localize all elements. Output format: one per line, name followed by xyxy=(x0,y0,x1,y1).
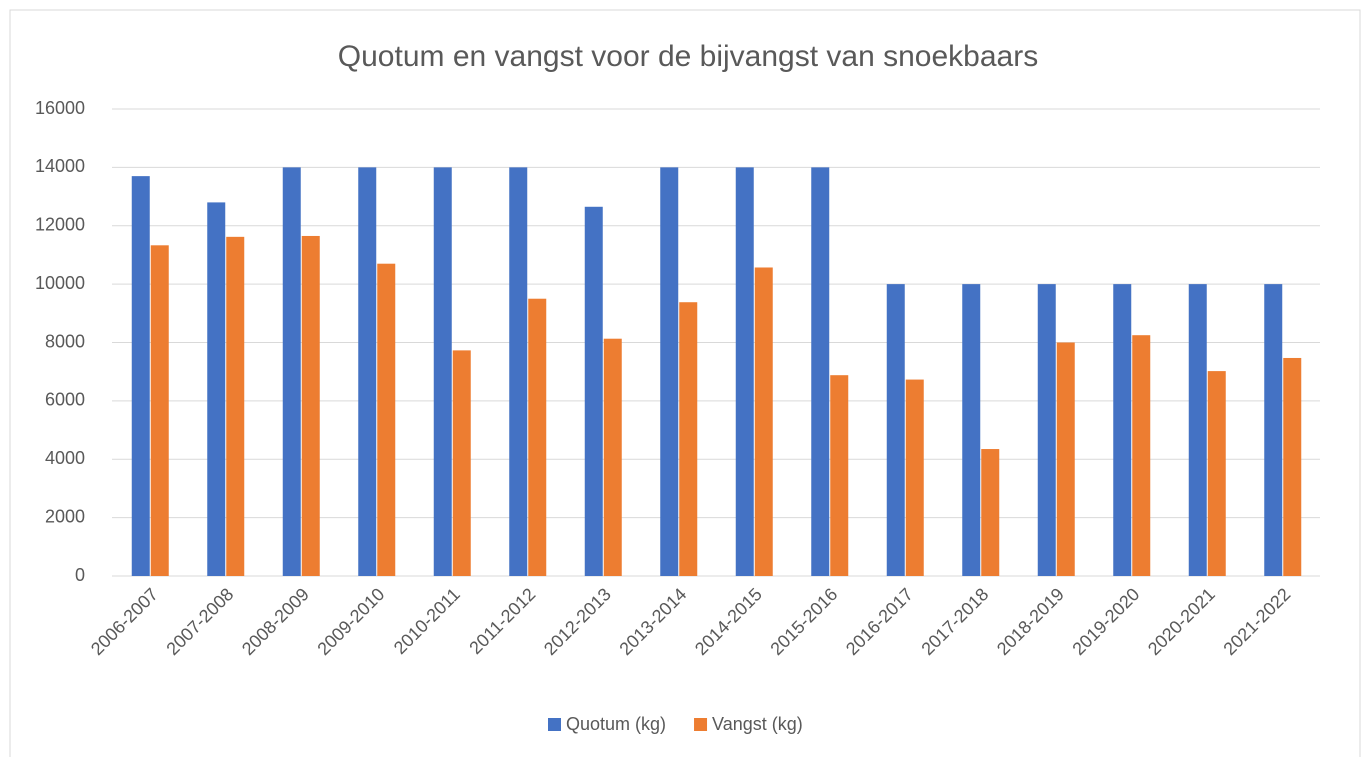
bar xyxy=(226,236,245,576)
bar xyxy=(905,379,924,576)
bar xyxy=(603,338,622,576)
bar xyxy=(150,245,169,577)
bar xyxy=(1132,335,1151,576)
bar xyxy=(528,298,547,576)
bar xyxy=(735,167,754,576)
bar xyxy=(207,202,226,576)
y-tick-label: 0 xyxy=(75,565,85,585)
bar xyxy=(1056,342,1075,576)
bar xyxy=(1188,284,1207,576)
bar xyxy=(131,176,150,576)
bar xyxy=(452,350,471,576)
bar xyxy=(584,206,603,576)
y-tick-label: 10000 xyxy=(35,273,85,293)
bar xyxy=(1113,284,1132,576)
bar xyxy=(981,449,1000,576)
y-tick-label: 16000 xyxy=(35,98,85,118)
y-tick-label: 4000 xyxy=(45,448,85,468)
chart-title: Quotum en vangst voor de bijvangst van s… xyxy=(338,40,1038,73)
y-tick-label: 14000 xyxy=(35,156,85,176)
bar xyxy=(1037,284,1056,576)
y-tick-label: 2000 xyxy=(45,506,85,526)
bar xyxy=(754,267,773,576)
bar xyxy=(1207,371,1226,576)
bar xyxy=(679,302,698,576)
bar xyxy=(1283,357,1302,576)
legend-label: Quotum (kg) xyxy=(566,714,666,734)
y-tick-label: 12000 xyxy=(35,215,85,235)
bar xyxy=(377,263,396,576)
bar xyxy=(1264,284,1283,576)
bar xyxy=(886,284,905,576)
bar xyxy=(433,167,452,576)
legend-swatch xyxy=(694,718,708,731)
bar xyxy=(830,375,849,576)
bar xyxy=(660,167,679,576)
bar xyxy=(282,167,301,576)
legend-swatch xyxy=(548,718,561,731)
bar xyxy=(509,167,528,576)
y-tick-label: 6000 xyxy=(45,390,85,410)
y-tick-label: 8000 xyxy=(45,331,85,351)
bar xyxy=(358,167,377,576)
legend-label: Vangst (kg) xyxy=(712,714,803,734)
bar xyxy=(811,167,830,576)
bar xyxy=(962,284,981,576)
bar xyxy=(301,235,320,576)
